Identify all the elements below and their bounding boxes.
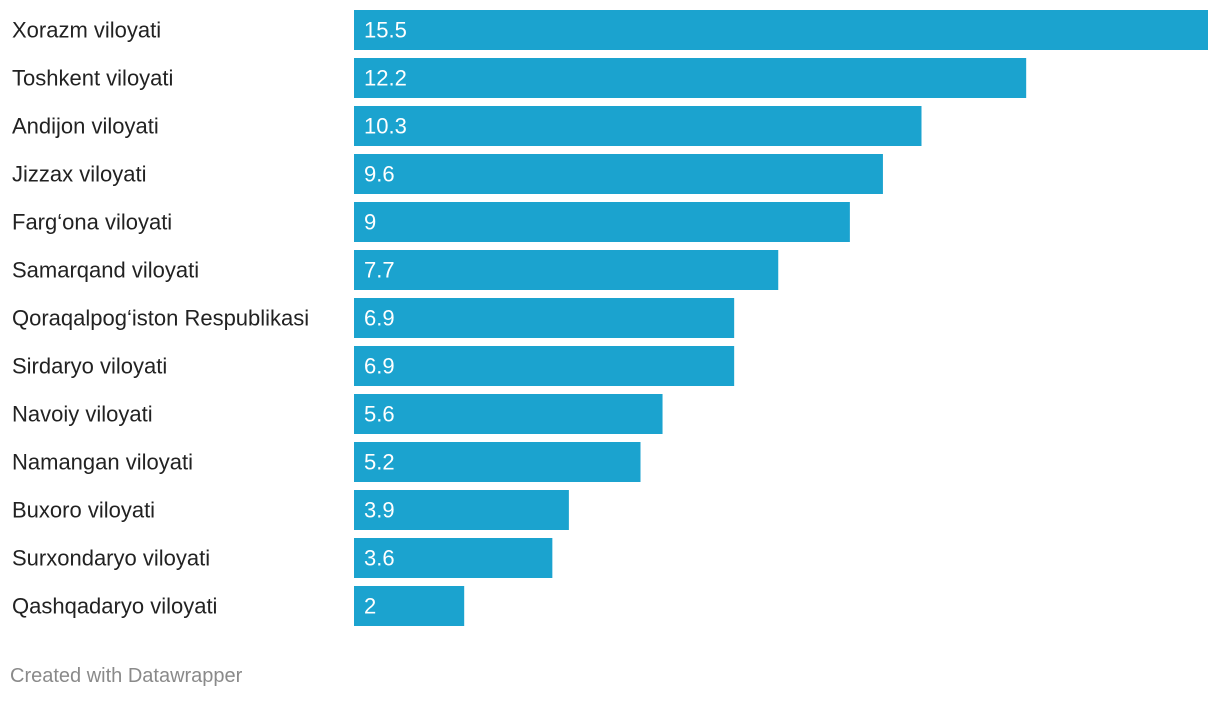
bar-value-label: 9 (364, 210, 376, 235)
horizontal-bar-chart: Xorazm viloyati 15.5 Toshkent viloyati 12.2… (12, 10, 1208, 626)
category-label: Samarqand viloyati (12, 258, 199, 283)
bar (354, 106, 922, 146)
bar (354, 490, 569, 530)
bar (354, 202, 850, 242)
bar (354, 58, 1027, 98)
category-label: Farg‘ona viloyati (12, 210, 172, 235)
category-label: Jizzax viloyati (12, 162, 146, 187)
category-label: Surxondaryo viloyati (12, 546, 210, 571)
bar-value-label: 5.2 (364, 450, 395, 475)
bar (354, 250, 779, 290)
category-label: Sirdaryo viloyati (12, 354, 167, 379)
bar-value-label: 7.7 (364, 258, 395, 283)
category-label: Andijon viloyati (12, 114, 159, 139)
bar-value-label: 6.9 (364, 306, 395, 331)
category-label: Toshkent viloyati (12, 66, 173, 91)
bar-value-label: 9.6 (364, 162, 395, 187)
category-label: Navoiy viloyati (12, 402, 153, 427)
bar-value-label: 15.5 (364, 18, 407, 43)
bar (354, 538, 553, 578)
category-label: Qashqadaryo viloyati (12, 594, 217, 619)
bar (354, 442, 641, 482)
datawrapper-credit: Created with Datawrapper (10, 665, 243, 687)
bar-value-label: 12.2 (364, 66, 407, 91)
bar (354, 154, 883, 194)
bar (354, 394, 663, 434)
bar (354, 346, 735, 386)
bar-value-label: 3.9 (364, 498, 395, 523)
category-label: Buxoro viloyati (12, 498, 155, 523)
bar (354, 298, 735, 338)
bar-value-label: 2 (364, 594, 376, 619)
bar-value-label: 6.9 (364, 354, 395, 379)
category-label: Qoraqalpog‘iston Respublikasi (12, 306, 309, 331)
bar (354, 586, 465, 626)
bar-value-label: 5.6 (364, 402, 395, 427)
bar-value-label: 10.3 (364, 114, 407, 139)
bar (354, 10, 1208, 50)
category-label: Namangan viloyati (12, 450, 193, 475)
category-label: Xorazm viloyati (12, 18, 161, 43)
bar-value-label: 3.6 (364, 546, 395, 571)
